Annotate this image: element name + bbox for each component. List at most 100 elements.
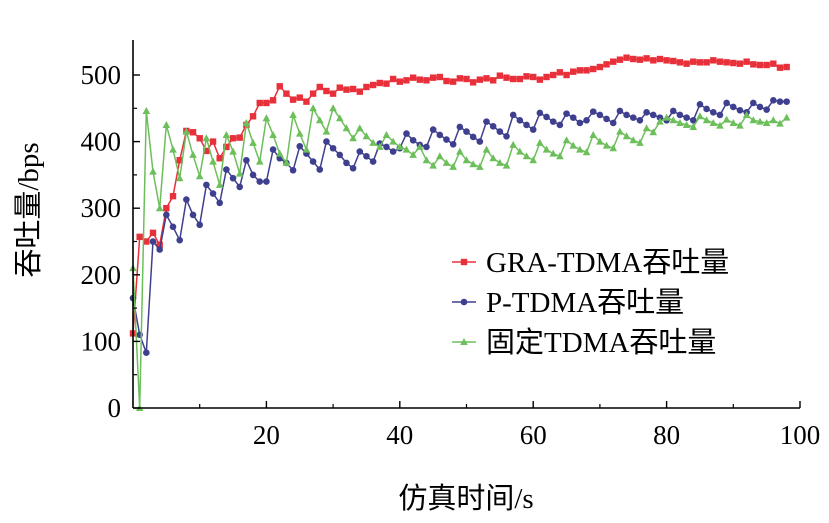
data-point [609,119,617,127]
data-point [396,78,403,85]
data-point [623,54,630,61]
data-point [176,236,183,244]
data-point [509,140,517,148]
data-point [169,193,177,200]
data-point [509,75,517,83]
data-point [542,145,551,153]
data-point [403,77,410,84]
y-axis-title: 吞吐量/bps [13,142,45,277]
data-point [749,116,758,124]
data-point [316,83,323,91]
data-point [436,131,444,139]
data-point [416,76,424,83]
y-tick-label: 500 [81,60,122,90]
data-point [315,116,324,124]
data-point [422,156,431,164]
data-point [323,87,330,95]
data-point [763,61,770,69]
data-point [550,71,557,79]
data-point [523,121,530,129]
data-point [509,111,517,119]
data-point [629,136,638,144]
data-point [342,124,351,132]
data-point [722,115,731,123]
data-point [282,158,291,166]
data-point [423,143,430,151]
data-point [209,138,217,145]
data-point [349,164,357,172]
data-point [169,223,177,231]
data-point [643,55,650,62]
data-point [169,145,177,153]
data-point [163,205,170,212]
axes: 0 100 200 300 400 500 20 40 60 80 100 [81,40,820,450]
x-tick-label: 40 [386,420,413,450]
data-point [409,136,417,144]
data-point [255,157,264,165]
data-point [496,72,504,79]
data-point [590,65,597,73]
data-point [536,109,544,117]
data-point [696,101,704,108]
data-point [603,61,610,68]
data-point [463,75,470,83]
data-point [696,59,704,66]
data-point [742,110,751,118]
data-point [676,111,684,119]
data-point [716,111,724,119]
data-point [215,180,224,188]
series-line [132,56,787,334]
data-point [322,127,331,135]
data-point [382,130,391,138]
data-point [770,60,777,67]
data-point [750,99,757,107]
data-point [730,59,737,67]
data-point [316,166,324,173]
data-point [770,97,777,104]
data-point [629,114,637,121]
data-point [136,233,143,241]
data-point [536,138,544,146]
data-point [656,117,664,125]
data-point [336,151,344,159]
data-point [709,108,717,116]
data-point [256,178,264,185]
data-point [549,149,558,157]
data-point [776,119,784,127]
data-point [616,107,624,115]
data-point [549,118,557,125]
data-point [363,83,370,91]
data-point [556,152,564,160]
data-point [476,138,484,145]
data-point [383,143,390,151]
data-point [223,143,230,151]
data-point [229,147,237,155]
data-point [743,58,750,65]
legend-item: 固定TDMA吞吐量 [452,326,716,359]
data-point [223,166,230,173]
data-point [429,74,437,81]
data-point [763,106,770,113]
data-point [289,110,297,118]
data-point [362,132,371,140]
data-point [489,154,497,162]
data-point [402,145,411,153]
data-point [369,81,377,89]
data-point [343,159,350,167]
data-point [569,141,578,149]
legend-item: P-TDMA吞吐量 [452,287,684,319]
data-point [783,98,790,105]
data-point [143,349,150,357]
data-point [696,112,704,120]
data-point [689,122,698,130]
data-point [460,298,468,306]
data-point [429,126,437,133]
data-point [209,157,217,165]
legend-label: GRA-TDMA吞吐量 [486,247,729,279]
y-tick-label: 300 [81,193,122,223]
data-point [296,94,303,101]
data-point [516,75,524,83]
data-point [462,156,471,164]
y-tick-label: 400 [81,127,122,157]
data-point [669,107,677,115]
